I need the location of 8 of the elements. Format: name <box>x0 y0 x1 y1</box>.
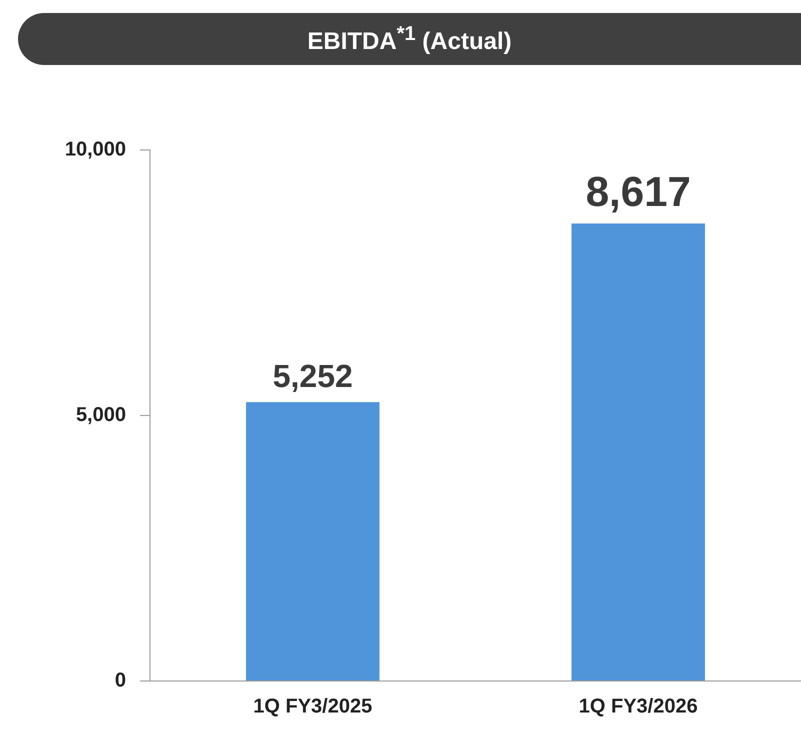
data-label: 5,252 <box>272 358 353 394</box>
data-label: 8,617 <box>586 168 691 216</box>
y-tick-label: 10,000 <box>64 138 126 161</box>
y-tick-label: 5,000 <box>76 404 126 426</box>
y-tick-label: 0 <box>114 670 126 692</box>
x-tick-label: 1Q FY3/2026 <box>578 696 698 718</box>
chart-title: EBITDA$^{*1}$ (Actual) <box>307 22 512 56</box>
x-tick-label: 1Q FY3/2025 <box>253 696 372 718</box>
